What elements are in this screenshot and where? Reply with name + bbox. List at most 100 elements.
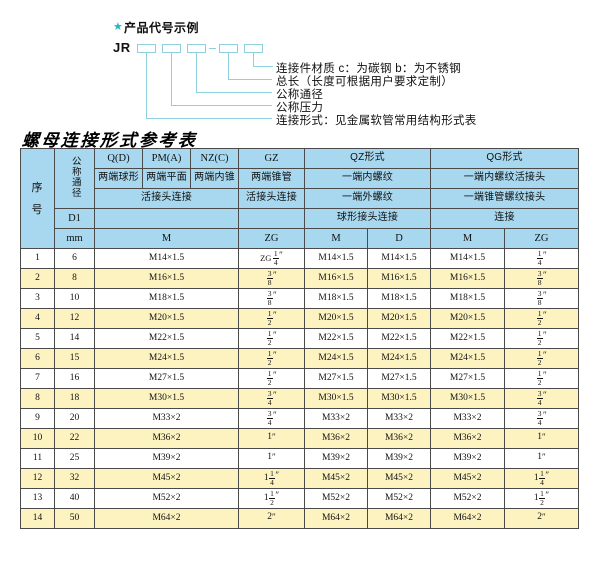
leader-line-4-v: [171, 53, 173, 106]
rail-3: [196, 92, 272, 94]
cell-qg-zg: 2″: [503, 508, 580, 529]
cell-qg-zg: 1 1 2 ″: [503, 488, 580, 509]
header-form-qg: 一端内螺纹活接头: [429, 168, 580, 189]
header-group-gz: GZ: [238, 148, 305, 169]
cell-qg-m: M27×1.5: [430, 368, 505, 389]
cell-dn: 25: [54, 448, 95, 469]
cell-thread-m: M22×1.5: [94, 328, 239, 349]
cell-dn: 14: [54, 328, 95, 349]
cell-gz: ZG 1 4 ″: [238, 248, 305, 269]
cell-qz-d: M22×1.5: [367, 328, 431, 349]
cell-seq: 11: [20, 448, 55, 469]
header-group-qz: QZ形式: [304, 148, 431, 169]
cell-qz-d: M20×1.5: [367, 308, 431, 329]
cell-qg-zg: 1 1 4 ″: [503, 468, 580, 489]
header-unit-gz: ZG: [238, 228, 305, 249]
cell-seq: 5: [20, 328, 55, 349]
cell-qg-zg: 3 4 ″: [503, 388, 580, 409]
header-seq-line1: 序: [31, 181, 44, 194]
callout-label-1: 连接件材质 c：为碳钢 b：为不锈钢: [276, 63, 461, 75]
header-conn-qg: 一端锥管螺纹接头: [429, 188, 580, 209]
cell-qz-m: M27×1.5: [304, 368, 368, 389]
header-group-pma: PM(A): [142, 148, 191, 169]
cell-seq: 2: [20, 268, 55, 289]
legend-title: 产品代号示例: [124, 21, 200, 35]
cell-qg-m: M36×2: [430, 428, 505, 449]
table-body: 1 6 M14×1.5 ZG 1 4 ″ M14×1.5 M14×1.5 M14×1.5 1 4 ″ 2 8…: [20, 248, 580, 529]
cell-qz-d: M39×2: [367, 448, 431, 469]
header-form-pma: 两端平面: [142, 168, 191, 189]
header-row-codes: 序 号 公称通径 Q(D) PM(A) NZ(C) GZ QZ形式 QG形式: [20, 148, 580, 249]
cell-qz-d: M52×2: [367, 488, 431, 509]
cell-thread-m: M18×1.5: [94, 288, 239, 309]
cell-seq: 13: [20, 488, 55, 509]
cell-qz-m: M45×2: [304, 468, 368, 489]
cell-gz: 1″: [238, 448, 305, 469]
cell-gz: 3 8 ″: [238, 268, 305, 289]
cell-qg-m: M22×1.5: [430, 328, 505, 349]
cell-qg-zg: 1 2 ″: [503, 368, 580, 389]
star-icon: ★: [113, 21, 123, 33]
table-row: 13 40 M52×2 1 1 2 ″ M52×2 M52×2 M52×2 1 1 2 ″: [20, 488, 580, 509]
cell-qz-d: M14×1.5: [367, 248, 431, 269]
cell-qz-d: M36×2: [367, 428, 431, 449]
code-separator: [209, 48, 216, 50]
table-row: 8 18 M30×1.5 3 4 ″ M30×1.5 M30×1.5 M30×1.5 3 4 ″: [20, 388, 580, 409]
table-header-group: 序 号 公称通径 Q(D) PM(A) NZ(C) GZ QZ形式 QG形式 两…: [20, 148, 580, 249]
cell-gz: 1″: [238, 428, 305, 449]
cell-qz-m: M22×1.5: [304, 328, 368, 349]
cell-qz-m: M52×2: [304, 488, 368, 509]
cell-gz: 1 1 2 ″: [238, 488, 305, 509]
cell-qg-m: M33×2: [430, 408, 505, 429]
cell-qg-m: M16×1.5: [430, 268, 505, 289]
cell-thread-m: M27×1.5: [94, 368, 239, 389]
cell-thread-m: M14×1.5: [94, 248, 239, 269]
cell-seq: 4: [20, 308, 55, 329]
cell-qg-m: M45×2: [430, 468, 505, 489]
table-row: 14 50 M64×2 2″ M64×2 M64×2 M64×2 2″: [20, 508, 580, 529]
cell-thread-m: M52×2: [94, 488, 239, 509]
cell-gz: 2″: [238, 508, 305, 529]
header-conn2-gz: [238, 208, 305, 229]
cell-qz-m: M36×2: [304, 428, 368, 449]
header-form-qd: 两端球形: [94, 168, 143, 189]
header-row-d1: D1 球形接头连接 连接: [21, 208, 580, 229]
cell-dn: 40: [54, 488, 95, 509]
cell-thread-m: M33×2: [94, 408, 239, 429]
header-group-nzc: NZ(C): [190, 148, 239, 169]
leader-line-3-v: [196, 53, 198, 93]
cell-qz-m: M33×2: [304, 408, 368, 429]
cell-qg-m: M30×1.5: [430, 388, 505, 409]
rail-2: [228, 79, 272, 81]
header-dn: 公称通径: [54, 148, 95, 209]
cell-seq: 7: [20, 368, 55, 389]
cell-thread-m: M20×1.5: [94, 308, 239, 329]
cell-qz-m: M30×1.5: [304, 388, 368, 409]
code-slot-5: [244, 44, 263, 53]
rail-1: [253, 66, 272, 68]
cell-seq: 12: [20, 468, 55, 489]
cell-thread-m: M64×2: [94, 508, 239, 529]
cell-qg-zg: 1 2 ″: [503, 328, 580, 349]
cell-thread-m: M39×2: [94, 448, 239, 469]
header-row-units: mm M ZG M D M ZG: [21, 228, 580, 249]
header-row-connection: 活接头连接 活接头连接 一端外螺纹 一端锥管螺纹接头: [21, 188, 580, 209]
header-group-qd: Q(D): [94, 148, 143, 169]
cell-qg-zg: 1 2 ″: [503, 348, 580, 369]
header-dn-unit: mm: [54, 228, 95, 249]
header-row-forms: 两端球形 两端平面 两端内锥 两端锥管 一端内螺纹 一端内螺纹活接头: [21, 168, 580, 189]
cell-qg-m: M64×2: [430, 508, 505, 529]
cell-qg-m: M18×1.5: [430, 288, 505, 309]
header-conn2-qz: 球形接头连接: [304, 208, 431, 229]
header-dn-sub: D1: [54, 208, 95, 229]
product-code-diagram: ★ 产品代号示例 JR 连接件材质 c：为碳钢 b：为不锈钢 总长（长度可根据用…: [0, 0, 600, 132]
cell-thread-m: M45×2: [94, 468, 239, 489]
cell-thread-m: M24×1.5: [94, 348, 239, 369]
table-row: 11 25 M39×2 1″ M39×2 M39×2 M39×2 1″: [20, 448, 580, 469]
table-row: 6 15 M24×1.5 1 2 ″ M24×1.5 M24×1.5 M24×1.5 1 2 ″: [20, 348, 580, 369]
rail-4: [171, 105, 272, 107]
header-seq: 序 号: [20, 148, 55, 249]
header-group-qg: QG形式: [429, 148, 580, 169]
cell-qz-m: M14×1.5: [304, 248, 368, 269]
header-dn-label: 公称通径: [69, 155, 81, 198]
